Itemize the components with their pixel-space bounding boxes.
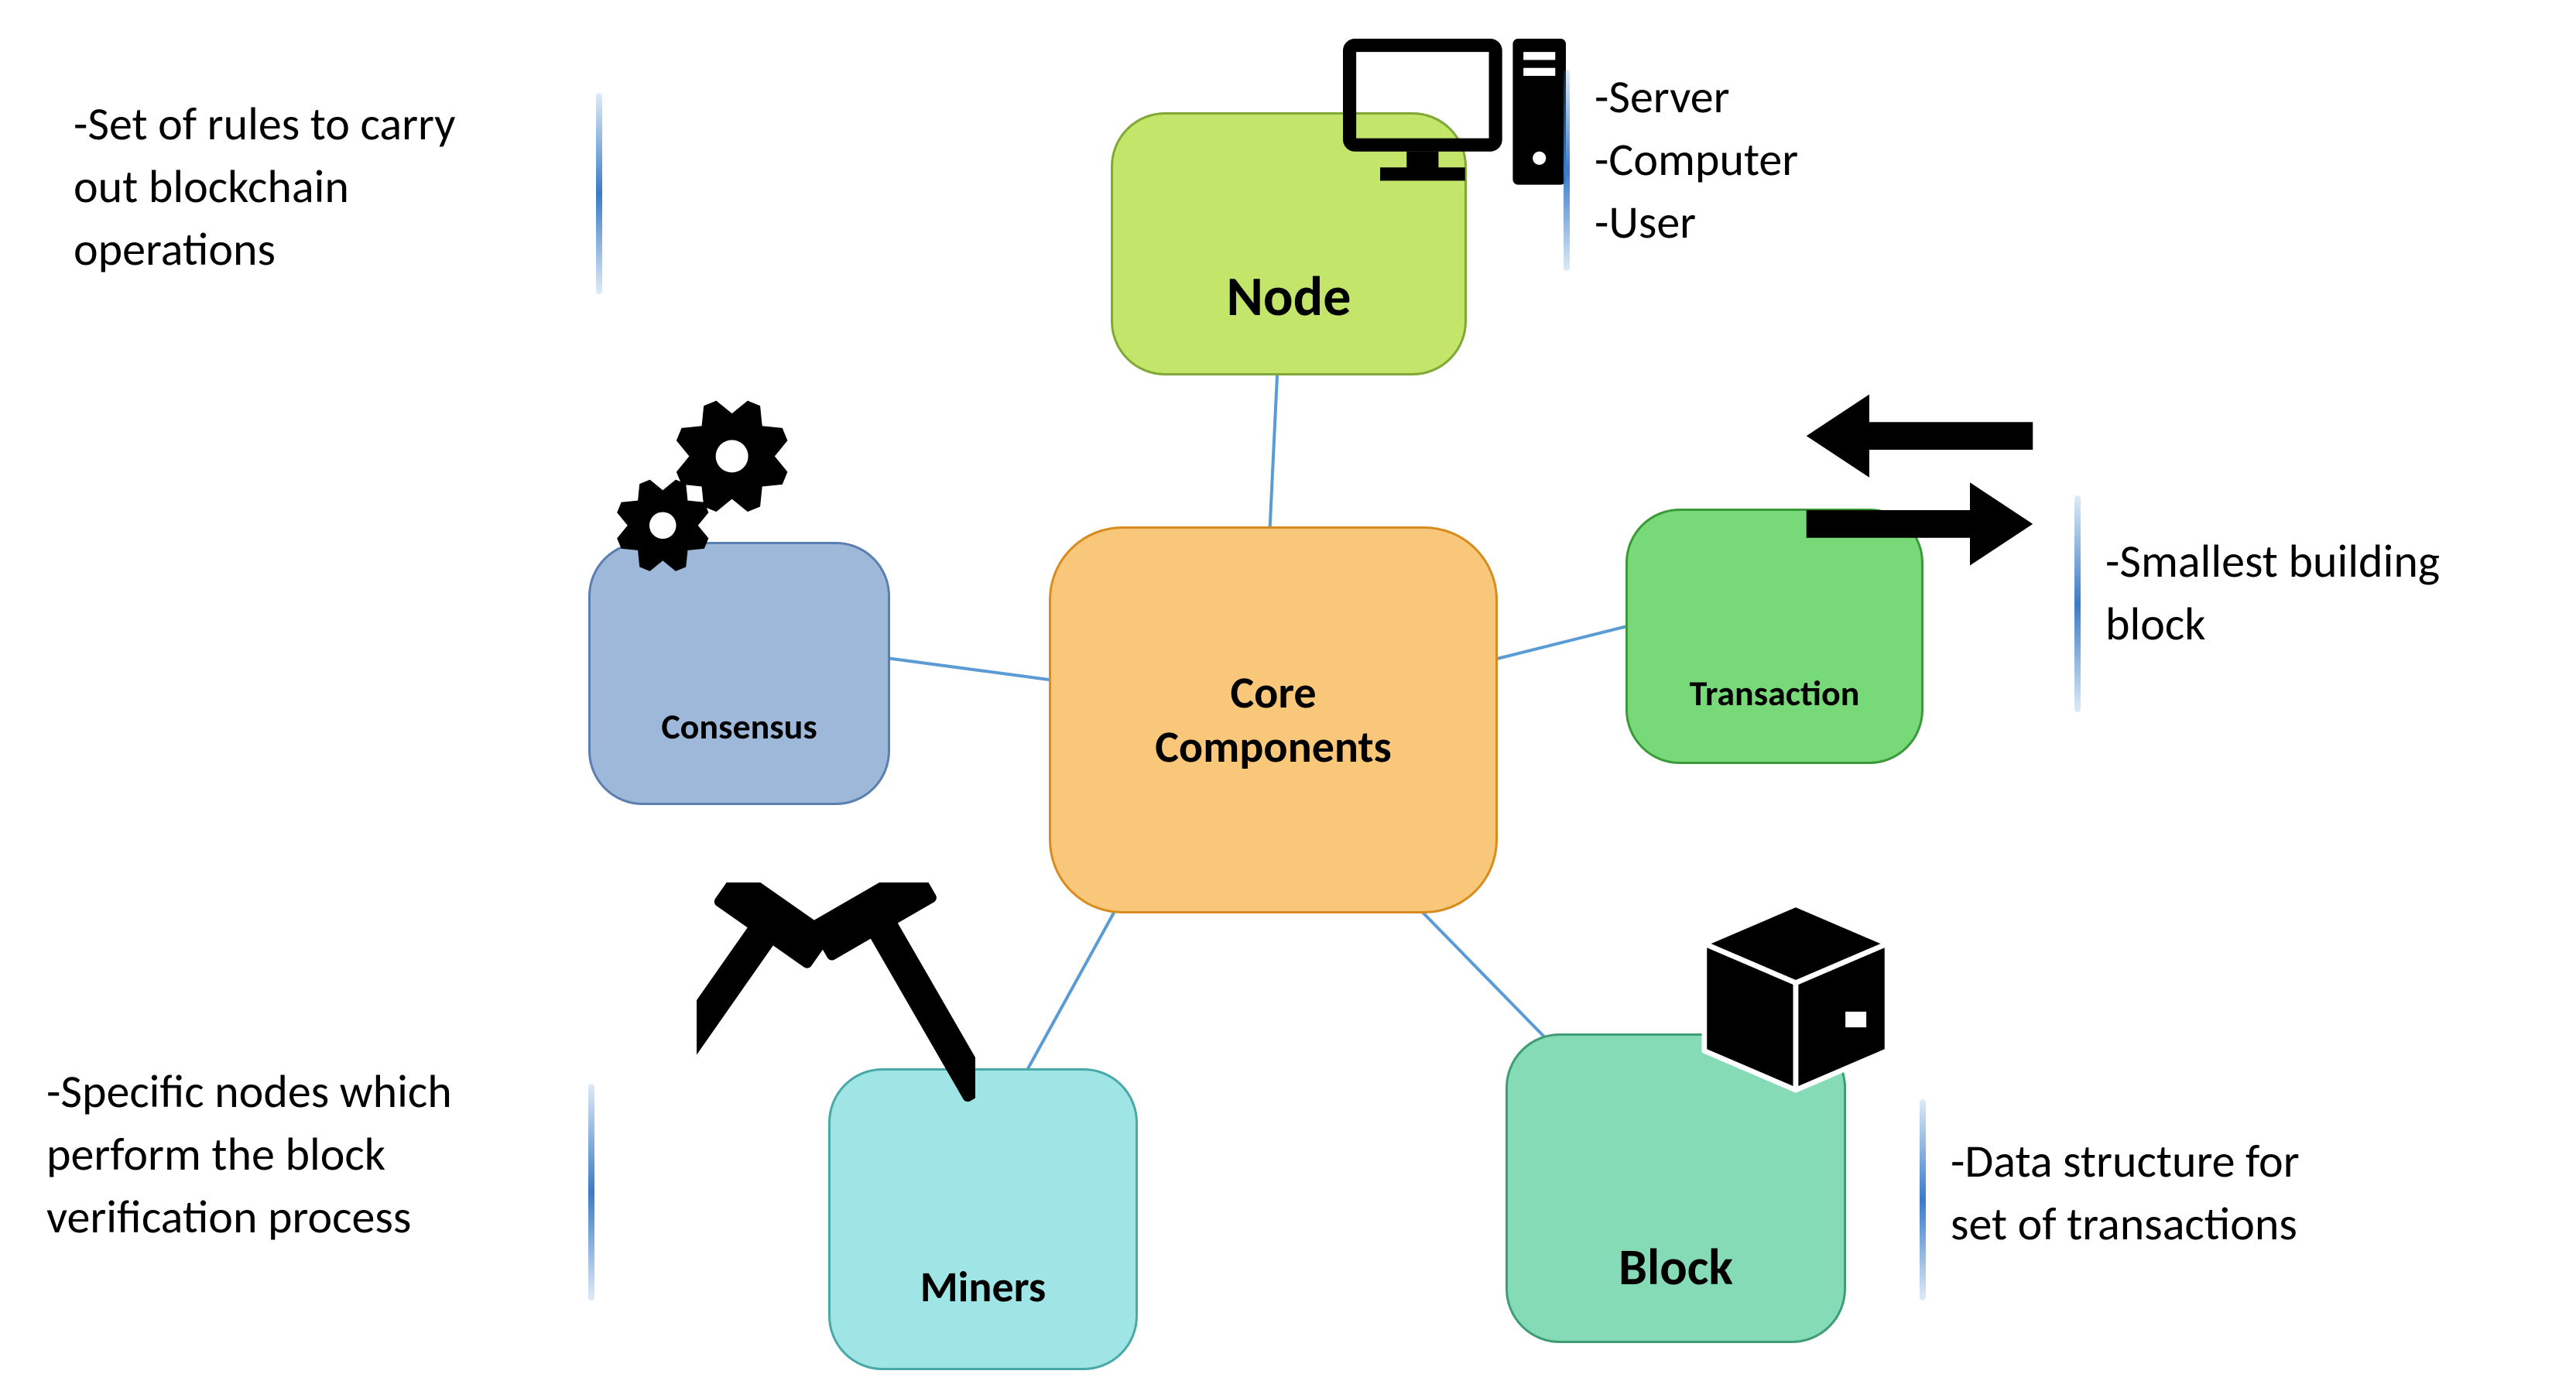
desc-node-line: -Computer xyxy=(1595,129,1798,191)
gears-icon xyxy=(584,387,817,588)
cube-icon xyxy=(1684,894,1908,1103)
diagram-canvas: Core Components Node Transaction Block Mine… xyxy=(0,0,2576,1381)
divider-transaction xyxy=(2074,495,2081,712)
arrows-icon xyxy=(1757,379,2082,581)
connector-miners xyxy=(1022,890,1126,1080)
desc-node: -Server-Computer-User xyxy=(1595,66,1798,254)
desc-miners: -Specific nodes whichperform the blockve… xyxy=(46,1061,452,1249)
divider-block xyxy=(1920,1099,1926,1300)
connector-transaction xyxy=(1485,625,1633,662)
desc-transaction-line: -Smallest building xyxy=(2105,530,2440,593)
desc-miners-line: verification process xyxy=(46,1186,452,1249)
divider-node xyxy=(1564,70,1570,271)
connector-block xyxy=(1401,890,1567,1061)
desc-block-line: -Data structure for xyxy=(1951,1130,2300,1193)
desc-transaction: -Smallest building block xyxy=(2105,530,2440,656)
node-transaction-label: Transaction xyxy=(1690,672,1860,762)
desc-miners-line: -Specific nodes which xyxy=(46,1061,452,1123)
center-label-1: Core xyxy=(1155,666,1392,720)
desc-transaction-line: block xyxy=(2105,593,2440,656)
desc-miners-line: perform the block xyxy=(46,1123,452,1186)
node-block-label: Block xyxy=(1619,1235,1733,1341)
divider-consensus xyxy=(596,93,602,294)
desc-consensus-line: out blockchain xyxy=(74,156,455,218)
node-consensus-label: Consensus xyxy=(661,705,817,803)
desc-consensus: -Set of rules to carry out blockchainope… xyxy=(74,93,455,281)
center-node: Core Components xyxy=(1049,526,1498,913)
desc-block-line: set of transactions xyxy=(1951,1193,2300,1256)
hammers-icon xyxy=(697,882,975,1130)
desc-node-line: -Server xyxy=(1595,66,1798,129)
desc-consensus-line: operations xyxy=(74,218,455,281)
divider-miners xyxy=(588,1084,594,1300)
center-label-2: Components xyxy=(1155,720,1392,774)
desc-block: -Data structure forset of transactions xyxy=(1951,1130,2300,1256)
desc-node-line: -User xyxy=(1595,191,1798,254)
desc-consensus-line: -Set of rules to carry xyxy=(74,93,455,156)
connector-consensus xyxy=(886,658,1060,681)
connector-node xyxy=(1269,375,1277,538)
computer-icon xyxy=(1343,23,1575,194)
node-node-label: Node xyxy=(1226,262,1351,373)
node-miners-label: Miners xyxy=(920,1261,1046,1368)
